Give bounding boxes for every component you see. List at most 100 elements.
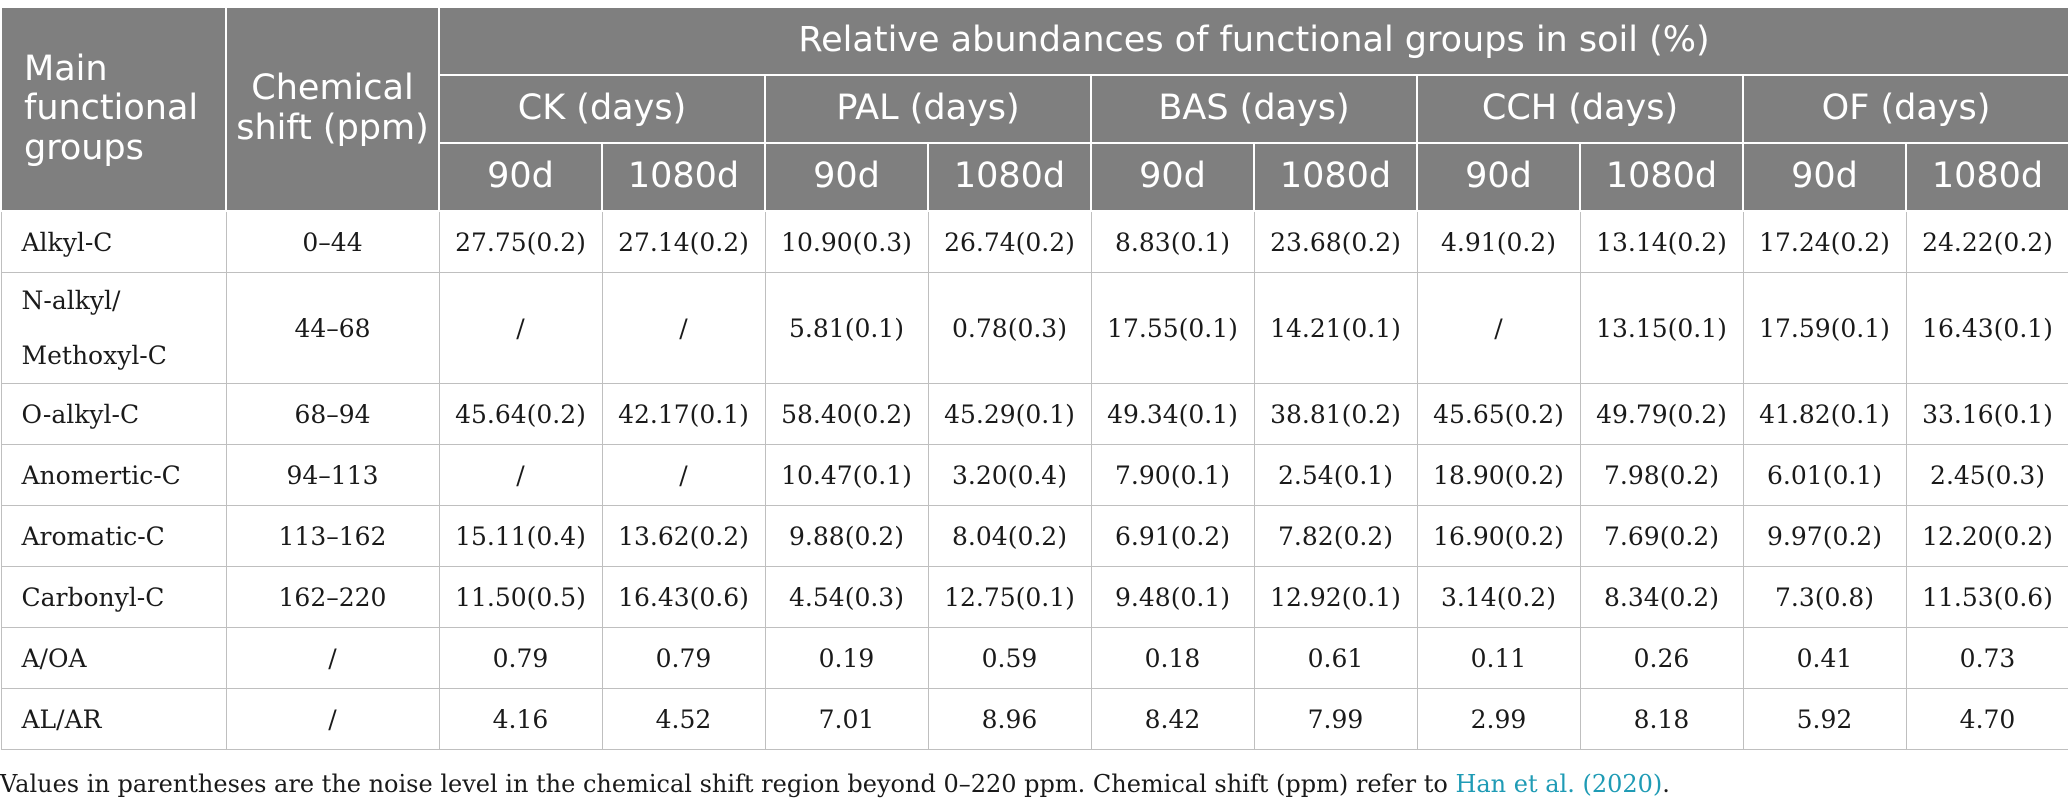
header-day: 1080d bbox=[1253, 143, 1418, 212]
cell-value: 10.90(0.3) bbox=[764, 210, 929, 273]
header-day: 1080d bbox=[1579, 143, 1744, 212]
row-shift: / bbox=[225, 688, 440, 750]
cell-value: / bbox=[438, 444, 603, 506]
cell-value: 26.74(0.2) bbox=[927, 210, 1092, 273]
row-name: Anomertic-C bbox=[0, 444, 227, 506]
row-name: O-alkyl-C bbox=[0, 383, 227, 445]
header-treatment-of: OF (days) bbox=[1741, 75, 2068, 144]
row-name: Carbonyl-C bbox=[0, 566, 227, 628]
cell-value: 13.14(0.2) bbox=[1579, 210, 1744, 273]
cell-value: 16.43(0.6) bbox=[601, 566, 766, 628]
cell-value: 27.75(0.2) bbox=[438, 210, 603, 273]
cell-value: 9.88(0.2) bbox=[764, 505, 929, 567]
cell-value: 17.24(0.2) bbox=[1742, 210, 1907, 273]
table-body: Alkyl-C 0–44 27.75(0.2) 27.14(0.2) 10.90… bbox=[0, 210, 2068, 750]
table-row: O-alkyl-C 68–94 45.64(0.2) 42.17(0.1) 58… bbox=[0, 383, 2068, 445]
cell-value: / bbox=[1416, 272, 1581, 384]
cell-value: 2.99 bbox=[1416, 688, 1581, 750]
cell-value: 6.91(0.2) bbox=[1090, 505, 1255, 567]
cell-value: 11.50(0.5) bbox=[438, 566, 603, 628]
cell-value: 8.34(0.2) bbox=[1579, 566, 1744, 628]
cell-value: 27.14(0.2) bbox=[601, 210, 766, 273]
data-table: Main functional groups Chemical shift (p… bbox=[0, 8, 2068, 750]
header-chemical-shift: Chemical shift (ppm) bbox=[225, 8, 440, 212]
cell-value: 4.54(0.3) bbox=[764, 566, 929, 628]
row-name-line1: N-alkyl/ bbox=[21, 286, 121, 315]
table-row: AL/AR / 4.16 4.52 7.01 8.96 8.42 7.99 2.… bbox=[0, 688, 2068, 750]
cell-value: 45.65(0.2) bbox=[1416, 383, 1581, 445]
cell-value: 33.16(0.1) bbox=[1905, 383, 2068, 445]
cell-value: / bbox=[601, 444, 766, 506]
row-shift: 162–220 bbox=[225, 566, 440, 628]
cell-value: 4.16 bbox=[438, 688, 603, 750]
cell-value: 14.21(0.1) bbox=[1253, 272, 1418, 384]
cell-value: 24.22(0.2) bbox=[1905, 210, 2068, 273]
cell-value: 0.73 bbox=[1905, 627, 2068, 689]
cell-value: 8.42 bbox=[1090, 688, 1255, 750]
cell-value: 4.70 bbox=[1905, 688, 2068, 750]
header-day: 90d bbox=[1742, 143, 1907, 212]
row-name: A/OA bbox=[0, 627, 227, 689]
cell-value: 58.40(0.2) bbox=[764, 383, 929, 445]
cell-value: 38.81(0.2) bbox=[1253, 383, 1418, 445]
cell-value: 17.59(0.1) bbox=[1742, 272, 1907, 384]
cell-value: 7.01 bbox=[764, 688, 929, 750]
cell-value: 2.45(0.3) bbox=[1905, 444, 2068, 506]
cell-value: 7.99 bbox=[1253, 688, 1418, 750]
cell-value: 7.90(0.1) bbox=[1090, 444, 1255, 506]
header-day: 1080d bbox=[601, 143, 766, 212]
table-row: N-alkyl/Methoxyl-C 44–68 / / 5.81(0.1) 0… bbox=[0, 272, 2068, 384]
cell-value: 0.59 bbox=[927, 627, 1092, 689]
cell-value: 8.18 bbox=[1579, 688, 1744, 750]
header-main-groups: Main functional groups bbox=[0, 8, 227, 212]
header-day: 1080d bbox=[1904, 143, 2068, 212]
cell-value: 42.17(0.1) bbox=[601, 383, 766, 445]
cell-value: 0.11 bbox=[1416, 627, 1581, 689]
cell-value: 23.68(0.2) bbox=[1253, 210, 1418, 273]
cell-value: 9.48(0.1) bbox=[1090, 566, 1255, 628]
cell-value: 0.41 bbox=[1742, 627, 1907, 689]
cell-value: 7.82(0.2) bbox=[1253, 505, 1418, 567]
table-header: Main functional groups Chemical shift (p… bbox=[0, 8, 2068, 212]
cell-value: 11.53(0.6) bbox=[1905, 566, 2068, 628]
row-shift: 44–68 bbox=[225, 272, 440, 384]
citation-link[interactable]: Han et al. (2020) bbox=[1455, 770, 1663, 798]
cell-value: 0.19 bbox=[764, 627, 929, 689]
cell-value: 0.18 bbox=[1090, 627, 1255, 689]
row-shift: 94–113 bbox=[225, 444, 440, 506]
cell-value: 12.75(0.1) bbox=[927, 566, 1092, 628]
cell-value: 7.3(0.8) bbox=[1742, 566, 1907, 628]
row-shift: 113–162 bbox=[225, 505, 440, 567]
cell-value: 45.64(0.2) bbox=[438, 383, 603, 445]
cell-value: 4.52 bbox=[601, 688, 766, 750]
cell-value: / bbox=[601, 272, 766, 384]
cell-value: 15.11(0.4) bbox=[438, 505, 603, 567]
header-day: 90d bbox=[1416, 143, 1581, 212]
table-row: A/OA / 0.79 0.79 0.19 0.59 0.18 0.61 0.1… bbox=[0, 627, 2068, 689]
table-row: Carbonyl-C 162–220 11.50(0.5) 16.43(0.6)… bbox=[0, 566, 2068, 628]
cell-value: 5.92 bbox=[1742, 688, 1907, 750]
table-footnote: Values in parentheses are the noise leve… bbox=[0, 770, 2068, 798]
header-day: 90d bbox=[438, 143, 603, 212]
row-name: AL/AR bbox=[0, 688, 227, 750]
cell-value: 13.62(0.2) bbox=[601, 505, 766, 567]
header-day: 90d bbox=[1090, 143, 1255, 212]
cell-value: 0.79 bbox=[438, 627, 603, 689]
cell-value: 9.97(0.2) bbox=[1742, 505, 1907, 567]
cell-value: 4.91(0.2) bbox=[1416, 210, 1581, 273]
header-treatment-cch: CCH (days) bbox=[1416, 75, 1744, 144]
cell-value: 0.61 bbox=[1253, 627, 1418, 689]
header-treatment-pal: PAL (days) bbox=[764, 75, 1092, 144]
header-relative-abundance: Relative abundances of functional groups… bbox=[437, 8, 2068, 76]
cell-value: 49.34(0.1) bbox=[1090, 383, 1255, 445]
cell-value: 45.29(0.1) bbox=[927, 383, 1092, 445]
cell-value: 8.83(0.1) bbox=[1090, 210, 1255, 273]
cell-value: 0.78(0.3) bbox=[927, 272, 1092, 384]
table-row: Alkyl-C 0–44 27.75(0.2) 27.14(0.2) 10.90… bbox=[0, 210, 2068, 273]
table-row: Aromatic-C 113–162 15.11(0.4) 13.62(0.2)… bbox=[0, 505, 2068, 567]
cell-value: 7.98(0.2) bbox=[1579, 444, 1744, 506]
header-day: 1080d bbox=[927, 143, 1092, 212]
cell-value: 41.82(0.1) bbox=[1742, 383, 1907, 445]
cell-value: 17.55(0.1) bbox=[1090, 272, 1255, 384]
cell-value: 0.26 bbox=[1579, 627, 1744, 689]
